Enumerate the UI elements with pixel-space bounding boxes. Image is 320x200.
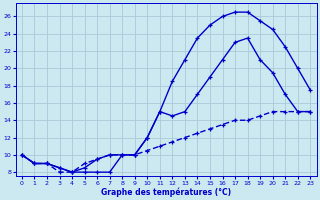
X-axis label: Graphe des températures (°C): Graphe des températures (°C) [101, 187, 231, 197]
